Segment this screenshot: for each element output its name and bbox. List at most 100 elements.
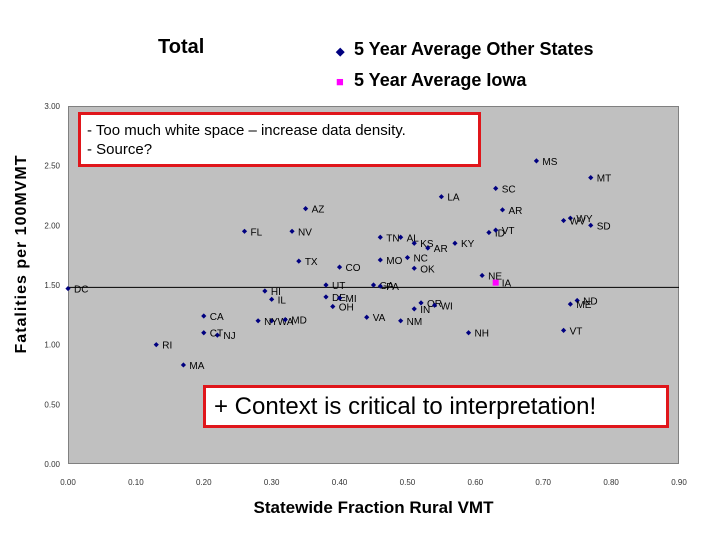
point-label: TN — [386, 233, 399, 244]
data-point-state — [567, 301, 573, 307]
data-point-state — [303, 206, 309, 212]
data-point-state — [370, 282, 377, 288]
point-label: CA — [210, 312, 224, 323]
x-tick-label: 0.10 — [128, 478, 144, 487]
data-point-state — [377, 234, 383, 240]
data-point-state — [323, 282, 329, 288]
point-label: IA — [502, 279, 512, 290]
data-point-state — [269, 318, 275, 324]
y-tick-label: 2.50 — [44, 162, 60, 171]
data-point-state — [180, 362, 187, 368]
point-label: OH — [339, 302, 354, 313]
point-label: MA — [189, 361, 204, 372]
point-label: DC — [74, 285, 88, 296]
point-label: CT — [210, 329, 223, 340]
x-tick-label: 0.70 — [535, 478, 551, 487]
point-label: MT — [597, 174, 611, 185]
data-point-state — [201, 313, 207, 319]
data-point-state — [364, 314, 370, 320]
data-point-state — [432, 302, 438, 308]
x-tick-label: 0.50 — [400, 478, 416, 487]
data-point-state — [336, 295, 343, 301]
data-point-state — [560, 217, 567, 224]
x-tick-label: 0.80 — [603, 478, 619, 487]
point-label: NE — [488, 271, 502, 282]
annotation-callout-bottom: + Context is critical to interpretation! — [203, 385, 669, 428]
legend-diamond-icon: ◆ — [336, 46, 345, 58]
data-point-state — [588, 222, 594, 228]
point-label: NM — [407, 317, 423, 328]
point-label: NH — [475, 329, 489, 340]
data-point-state — [269, 296, 275, 302]
data-point-state — [465, 330, 472, 336]
point-label: LA — [447, 193, 460, 204]
point-label: UT — [332, 281, 345, 292]
legend-label-iowa: 5 Year Average Iowa — [354, 70, 527, 90]
point-label: KS — [420, 239, 434, 250]
point-label: IN — [420, 305, 430, 316]
y-tick-label: 1.00 — [44, 341, 60, 350]
x-tick-label: 0.00 — [60, 478, 76, 487]
data-point-state — [499, 207, 506, 213]
point-label: IL — [278, 295, 287, 306]
chart-title: Total — [158, 36, 205, 58]
data-point-state — [201, 330, 207, 336]
point-label: RI — [162, 341, 172, 352]
data-point-state — [323, 294, 329, 300]
data-point-state — [418, 300, 424, 306]
y-tick-label: 3.00 — [44, 102, 60, 111]
point-label: KY — [461, 239, 475, 250]
point-label: MI — [346, 294, 357, 305]
point-label: AL — [407, 233, 420, 244]
data-point-state — [330, 303, 336, 310]
legend-item-other-states: ◆ 5 Year Average Other States — [336, 39, 593, 60]
legend-item-iowa: ■ 5 Year Average Iowa — [336, 70, 526, 91]
point-label: ID — [495, 228, 505, 239]
x-tick-label: 0.20 — [196, 478, 212, 487]
point-label: HI — [271, 287, 281, 298]
data-point-state — [377, 283, 383, 289]
data-point-state — [425, 245, 431, 251]
point-label: ME — [576, 300, 591, 311]
point-label: FL — [251, 227, 263, 238]
data-point-state — [493, 227, 499, 233]
point-label: MO — [386, 256, 402, 267]
data-point-state — [214, 332, 220, 338]
x-tick-label: 0.90 — [671, 478, 687, 487]
data-point-state — [567, 215, 573, 221]
data-point-state — [411, 240, 417, 246]
point-label: NV — [298, 227, 312, 238]
data-point-state — [398, 234, 404, 240]
point-label: SC — [502, 184, 516, 195]
point-label: AR — [434, 244, 448, 255]
x-tick-label: 0.30 — [264, 478, 280, 487]
data-point-state — [411, 265, 417, 271]
point-label: PA — [386, 282, 399, 293]
data-point-state — [560, 327, 567, 333]
point-label: WV — [570, 217, 586, 228]
annotation-line-2: - Source? — [87, 141, 153, 158]
x-tick-label: 0.60 — [468, 478, 484, 487]
data-point-state — [282, 317, 288, 323]
y-axis-label-text: Fatalities per 100MVMT — [13, 154, 30, 354]
data-point-state — [289, 228, 295, 234]
legend-square-icon: ■ — [336, 74, 344, 89]
point-label: VT — [502, 226, 515, 237]
point-label: OK — [420, 264, 435, 275]
data-point-state — [153, 342, 159, 348]
data-point-state — [588, 175, 594, 181]
data-point-state — [486, 229, 492, 236]
data-point-state — [398, 318, 404, 324]
y-tick-label: 0.00 — [44, 460, 60, 469]
point-label: SD — [597, 221, 611, 232]
data-point-iowa — [492, 279, 499, 286]
point-label: WY — [576, 214, 592, 225]
y-tick-label: 0.50 — [44, 400, 60, 409]
point-label: NY — [264, 317, 278, 328]
y-tick-label: 1.50 — [44, 281, 60, 290]
x-axis-label: Statewide Fraction Rural VMT — [253, 498, 494, 517]
data-point-state — [493, 185, 499, 191]
x-tick-label: 0.40 — [332, 478, 348, 487]
y-tick-label: 2.00 — [44, 221, 60, 230]
